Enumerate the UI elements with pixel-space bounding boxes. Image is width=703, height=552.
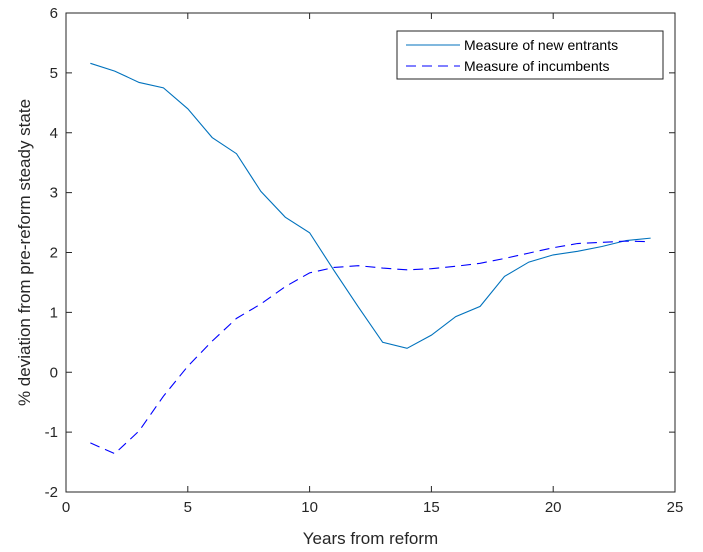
y-tick-label: 4 [50, 125, 58, 142]
y-tick-label: 1 [50, 304, 58, 321]
y-tick-label: 3 [50, 185, 58, 202]
series-lines [90, 62, 651, 455]
y-axis-label: % deviation from pre-reform steady state [15, 99, 34, 406]
x-axis-label: Years from reform [303, 529, 438, 548]
x-tick-label: 20 [545, 499, 562, 516]
series-line-incumbents [90, 240, 651, 455]
legend: Measure of new entrants Measure of incumb… [396, 30, 664, 80]
y-tick-label: 5 [50, 65, 58, 82]
x-axis-ticks: 0 5 10 15 20 25 [62, 13, 684, 516]
y-axis-ticks: -2 -1 0 1 2 3 4 5 6 [45, 5, 675, 501]
axes [65, 12, 676, 493]
x-tick-label: 5 [184, 499, 192, 516]
legend-label-new-entrants: Measure of new entrants [464, 37, 618, 53]
y-tick-label: 0 [50, 364, 58, 381]
series-line-new-entrants [90, 62, 651, 349]
legend-box [396, 30, 664, 80]
y-tick-label: 6 [50, 5, 58, 22]
y-tick-label: -1 [45, 424, 58, 441]
x-tick-label: 10 [301, 499, 318, 516]
legend-label-incumbents: Measure of incumbents [464, 58, 610, 74]
x-tick-label: 0 [62, 499, 70, 516]
plot-area-box [65, 12, 676, 493]
y-tick-label: -2 [45, 484, 58, 501]
y-tick-label: 2 [50, 245, 58, 262]
x-tick-label: 25 [667, 499, 684, 516]
x-tick-label: 15 [423, 499, 440, 516]
